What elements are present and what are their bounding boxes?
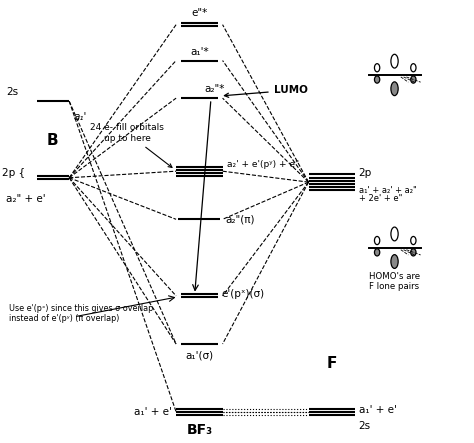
Text: e'(pˣ)(σ): e'(pˣ)(σ) bbox=[222, 289, 265, 299]
Text: BF₃: BF₃ bbox=[186, 423, 212, 437]
Ellipse shape bbox=[374, 249, 380, 256]
Ellipse shape bbox=[391, 82, 398, 96]
Ellipse shape bbox=[391, 255, 398, 268]
Text: a₁' + a₂' + a₂": a₁' + a₂' + a₂" bbox=[359, 186, 417, 194]
Text: B: B bbox=[47, 133, 59, 148]
Ellipse shape bbox=[391, 54, 398, 68]
Text: a₁' + e': a₁' + e' bbox=[134, 407, 172, 417]
Text: 2s: 2s bbox=[359, 421, 371, 431]
Text: 24 e- fill orbitals
up to here: 24 e- fill orbitals up to here bbox=[91, 123, 172, 167]
Text: HOMO's are
F lone pairs: HOMO's are F lone pairs bbox=[369, 272, 420, 291]
Text: 2p {: 2p { bbox=[2, 167, 25, 178]
Text: + 2e' + e": + 2e' + e" bbox=[359, 194, 402, 203]
Ellipse shape bbox=[374, 76, 380, 83]
Ellipse shape bbox=[374, 237, 380, 245]
Text: a₂" + e': a₂" + e' bbox=[7, 194, 46, 204]
Ellipse shape bbox=[410, 64, 416, 72]
Text: 2s: 2s bbox=[7, 86, 18, 97]
Text: a₁'(σ): a₁'(σ) bbox=[185, 350, 213, 360]
Ellipse shape bbox=[391, 227, 398, 241]
Text: LUMO: LUMO bbox=[224, 85, 308, 97]
Text: a₁'*: a₁'* bbox=[190, 47, 209, 57]
Text: a₂"(π): a₂"(π) bbox=[225, 214, 255, 224]
Ellipse shape bbox=[410, 76, 416, 83]
Text: F: F bbox=[327, 356, 337, 371]
Ellipse shape bbox=[410, 249, 416, 256]
Text: e"*: e"* bbox=[191, 8, 208, 18]
Ellipse shape bbox=[374, 64, 380, 72]
Text: a₂"*: a₂"* bbox=[204, 84, 224, 94]
Text: a₁': a₁' bbox=[74, 112, 87, 122]
Text: 2p: 2p bbox=[359, 167, 372, 178]
Text: a₁' + e': a₁' + e' bbox=[359, 404, 397, 415]
Ellipse shape bbox=[410, 237, 416, 245]
Text: a₂' + e'(pʸ) + e": a₂' + e'(pʸ) + e" bbox=[227, 159, 300, 169]
Text: Use e'(pˣ) since this gives σ overlap
instead of e'(pʸ) (π overlap): Use e'(pˣ) since this gives σ overlap in… bbox=[9, 303, 153, 323]
